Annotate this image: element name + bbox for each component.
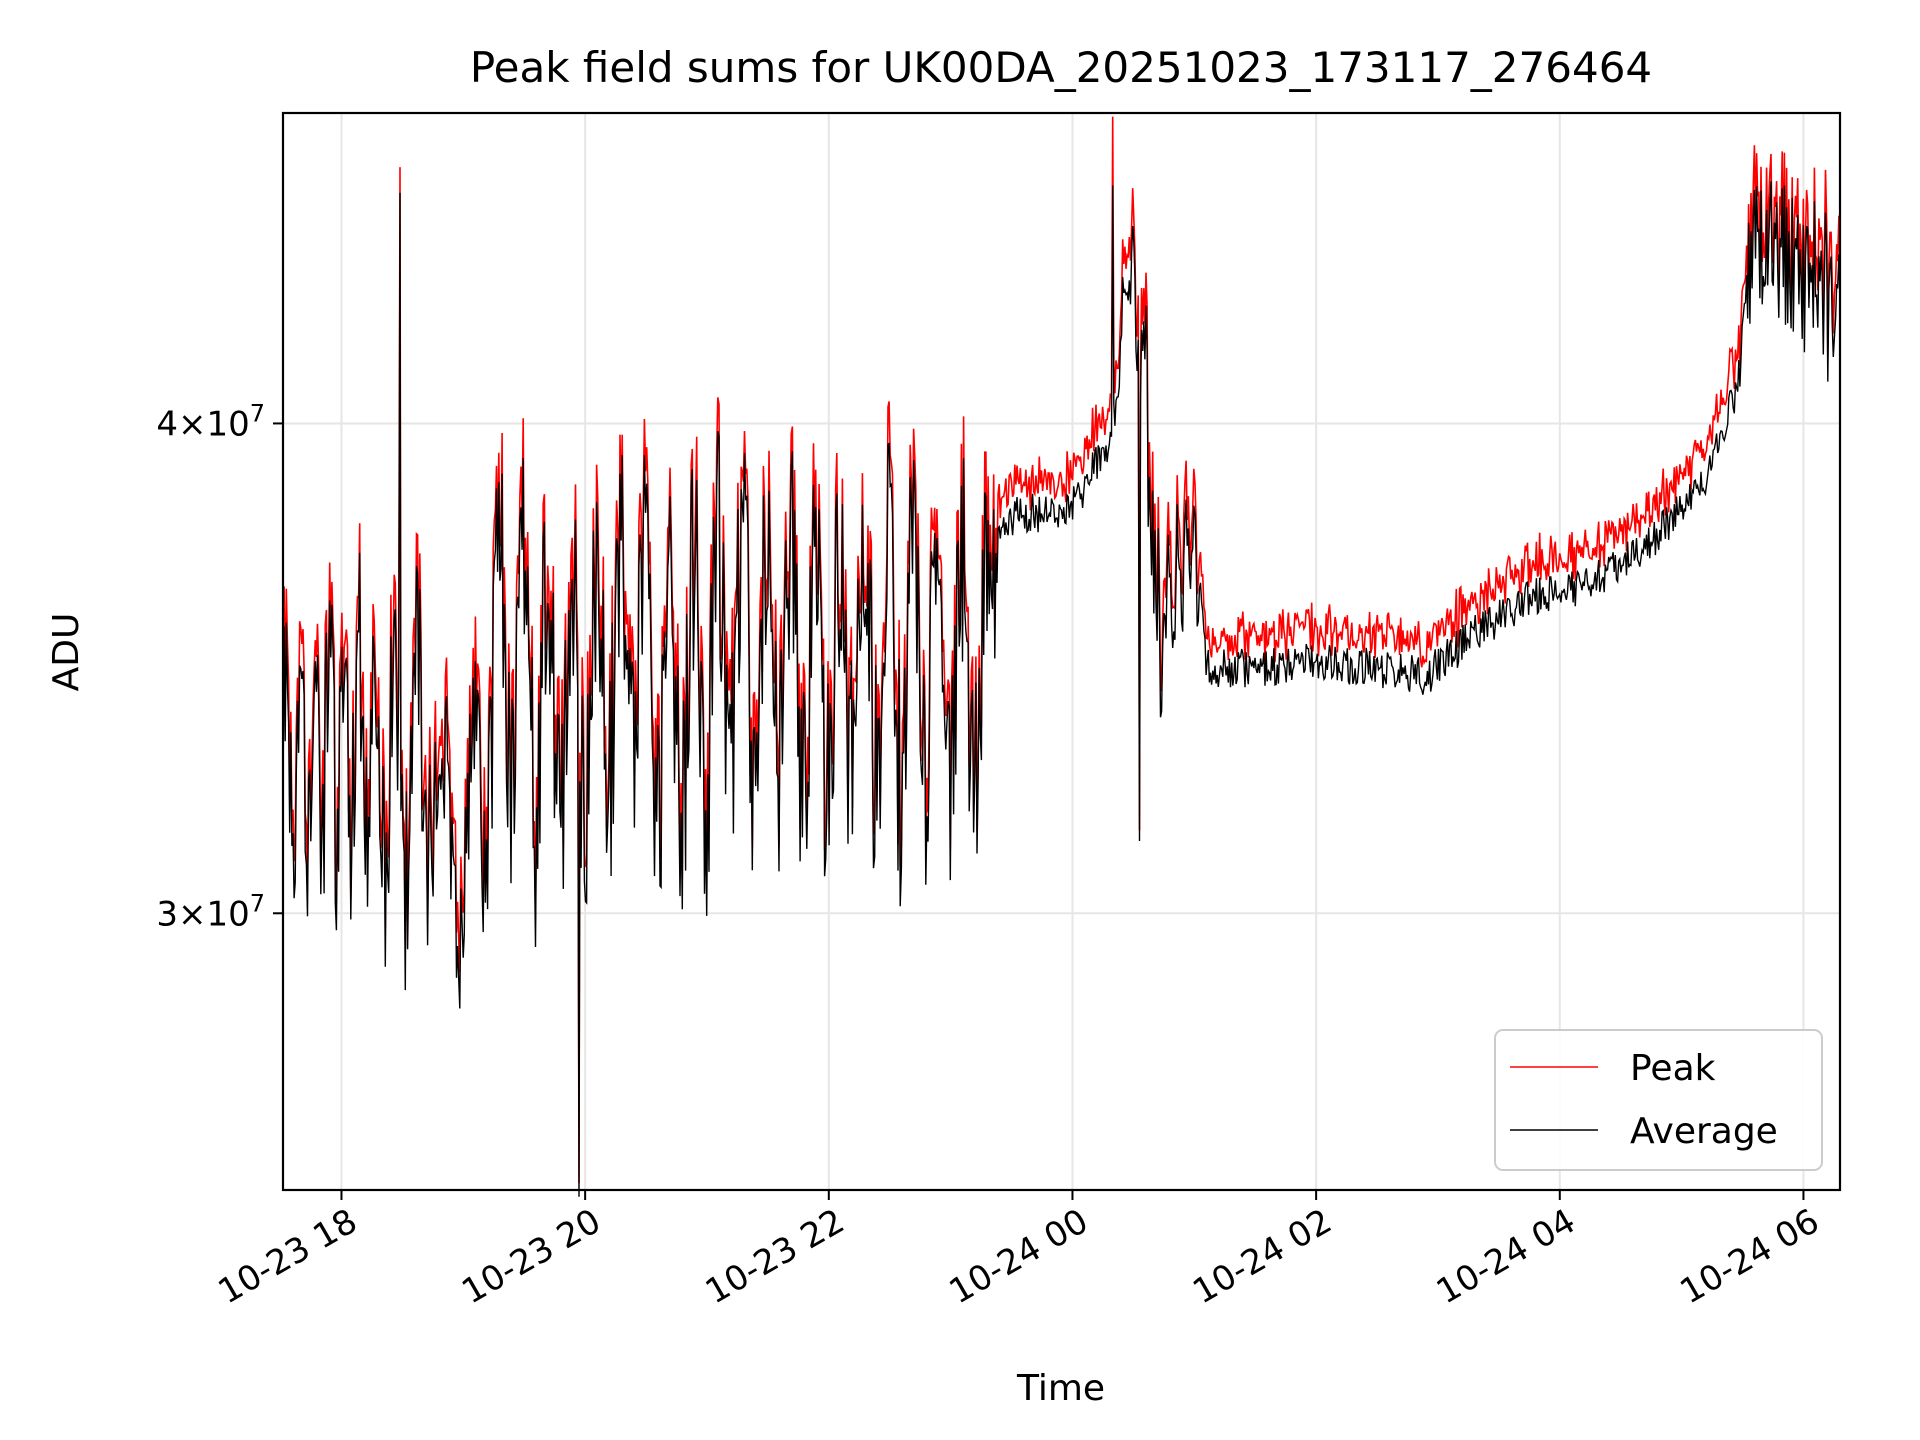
y-tick-times-ten: ×10 <box>178 404 250 444</box>
y-tick-mantissa: 4 <box>156 404 178 444</box>
legend-box <box>1494 1029 1823 1171</box>
plot-area-frame <box>281 111 1842 1192</box>
chart-title: Peak field sums for UK00DA_20251023_1731… <box>470 43 1652 92</box>
y-tick-label: 3×107 <box>156 889 265 934</box>
x-axis-label: Time <box>1016 1368 1105 1409</box>
legend: Peak Average <box>1494 1029 1823 1171</box>
y-tick-exponent: 7 <box>250 399 265 427</box>
grid <box>283 113 1840 1190</box>
y-tick-label: 4×107 <box>156 399 265 444</box>
y-tick-exponent: 7 <box>250 889 265 917</box>
y-tick-mantissa: 3 <box>156 894 178 934</box>
y-tick-times-ten: ×10 <box>178 894 250 934</box>
legend-label-peak: Peak <box>1630 1048 1716 1089</box>
y-axis-label: ADU <box>46 613 87 692</box>
series-layer <box>282 116 1841 1197</box>
series-line-average <box>282 181 1841 1197</box>
legend-label-average: Average <box>1630 1111 1778 1152</box>
